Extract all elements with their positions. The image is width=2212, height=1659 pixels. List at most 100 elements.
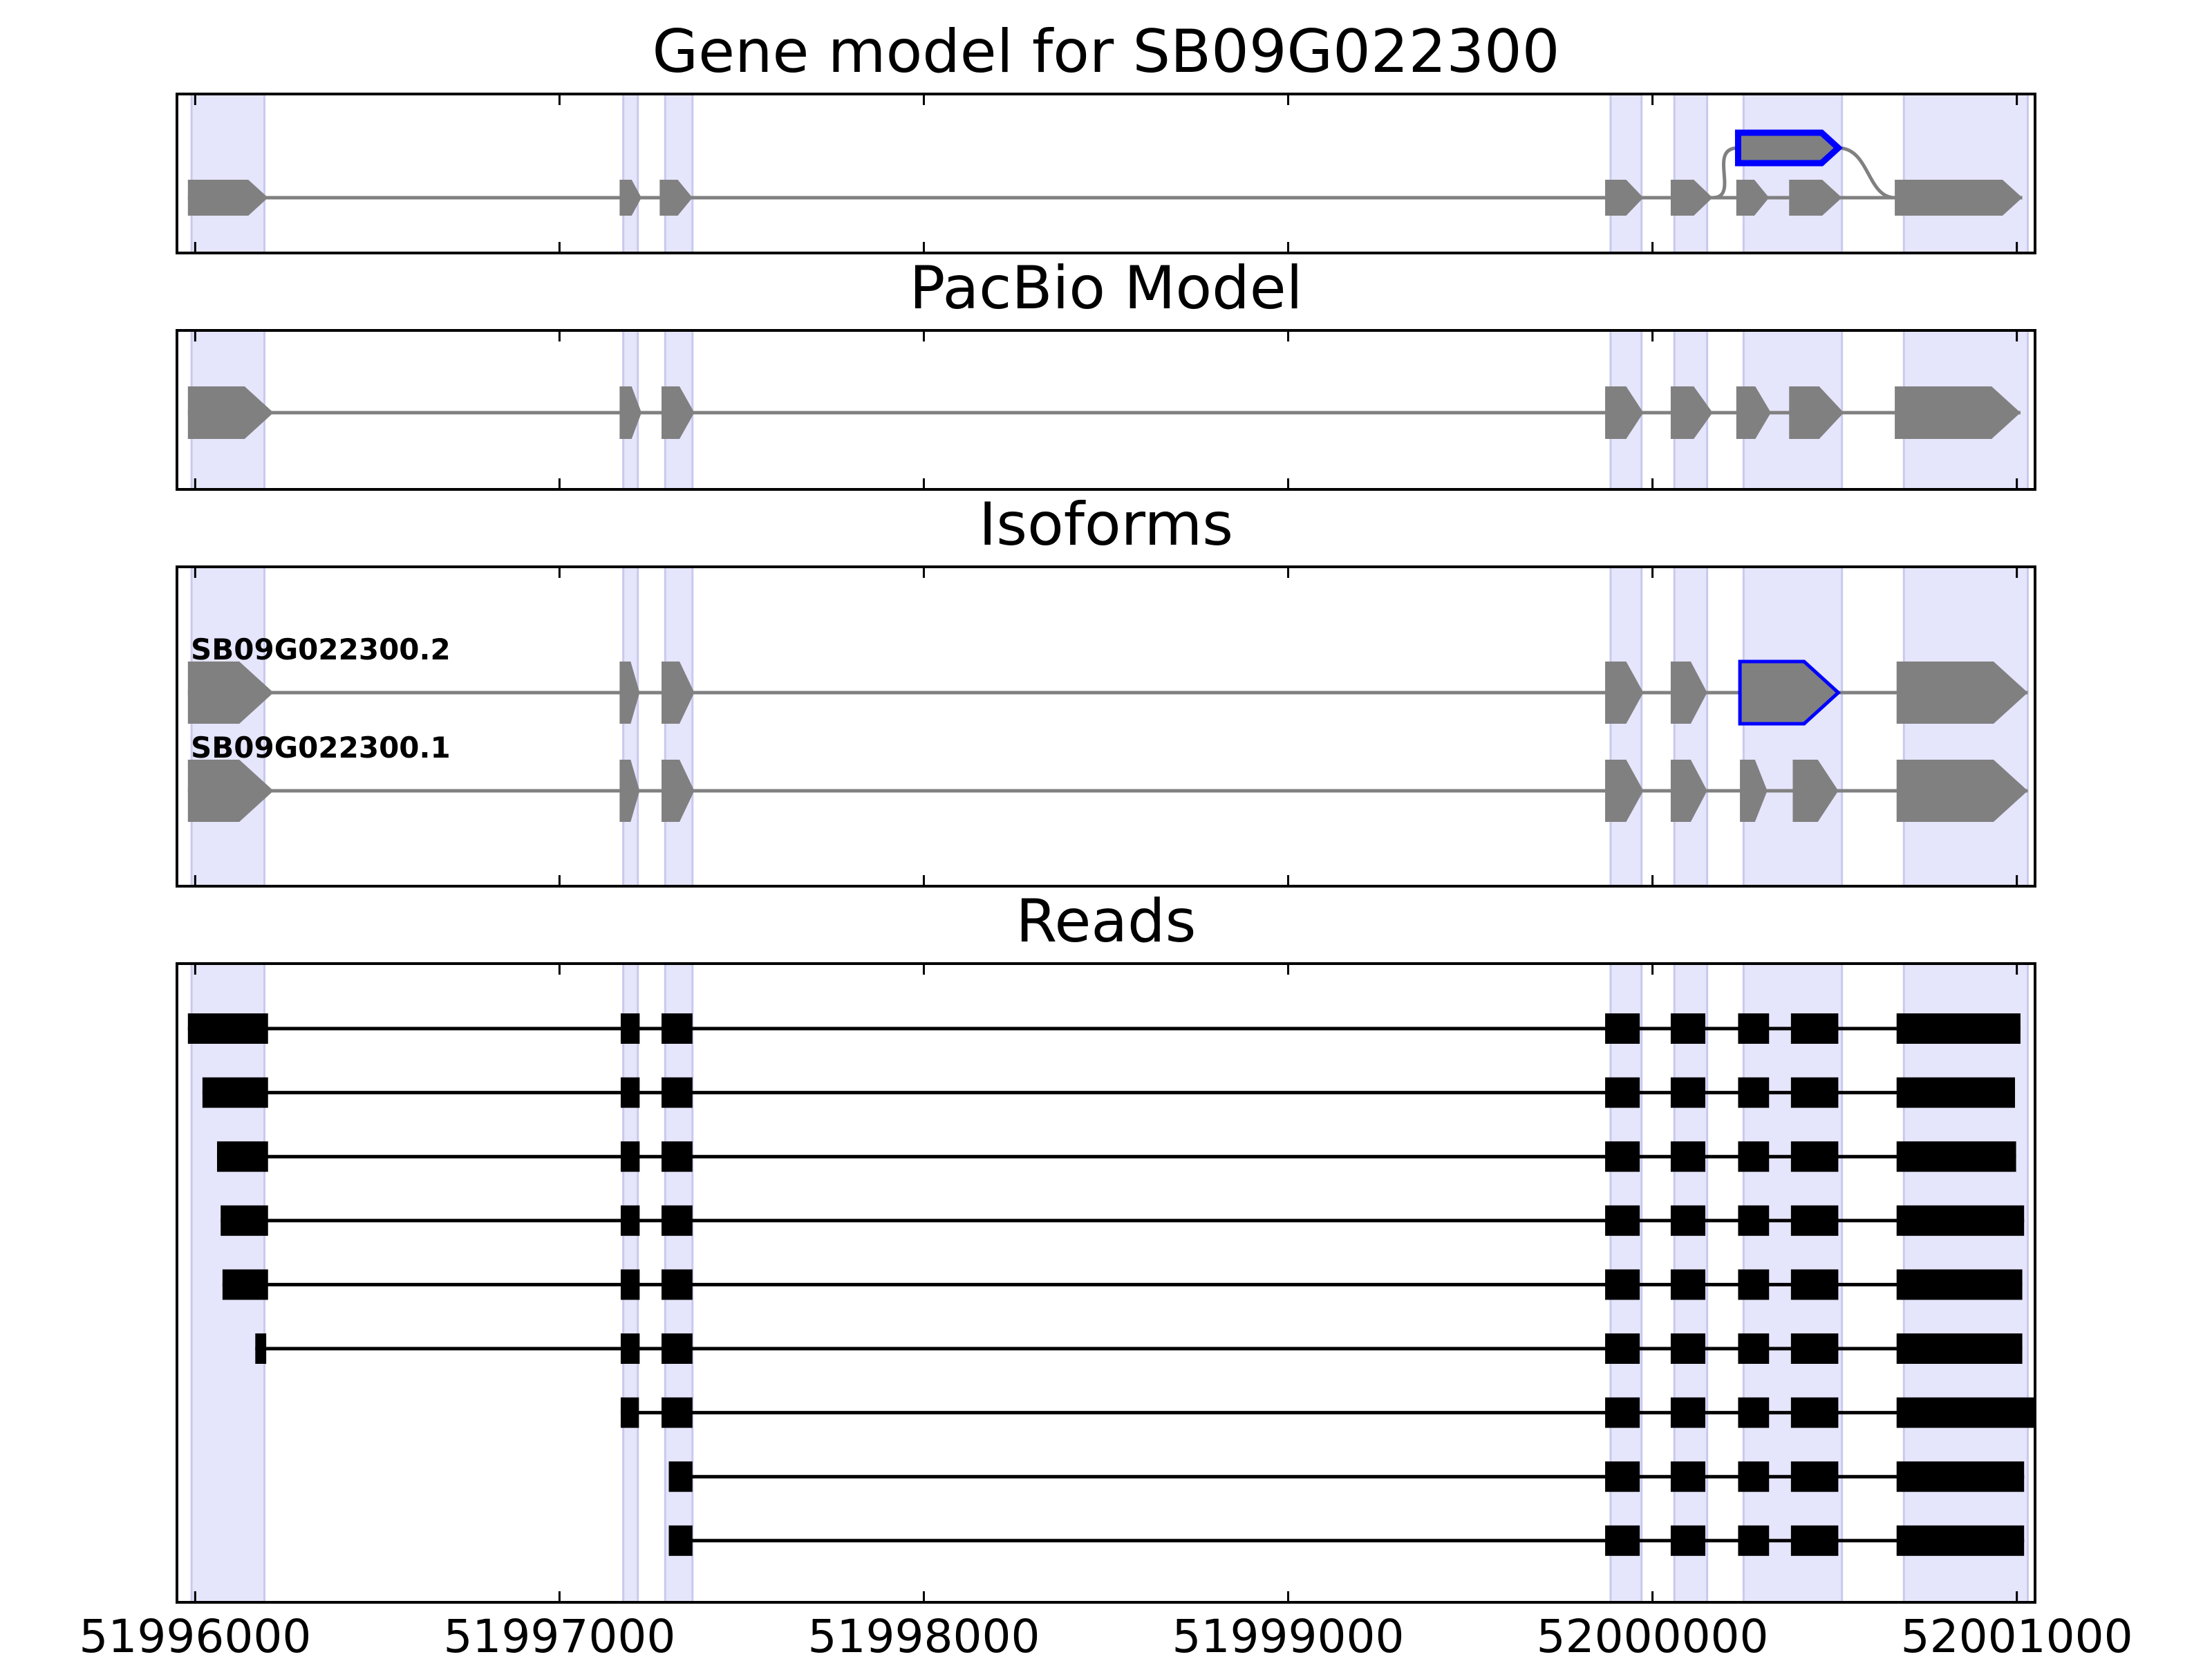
read-block-1: [620, 1397, 639, 1428]
read-block-2: [620, 1141, 640, 1172]
gene-model-panel: Gene model for SB09G022300: [176, 17, 2036, 254]
panel-frame: [176, 93, 2036, 254]
exon-5: [1670, 760, 1707, 822]
read-block-3: [661, 1141, 693, 1172]
panel-frame: [176, 962, 2036, 1604]
x-tick-label: 51996000: [79, 1610, 311, 1659]
exon-3: [661, 662, 695, 724]
read-block-6: [1738, 1269, 1770, 1300]
highlight-region-6: [1742, 93, 1844, 254]
read-block-4: [1605, 1205, 1640, 1236]
exon-6-selected: [1738, 659, 1841, 726]
x-tick-label: 51999000: [1172, 1610, 1405, 1659]
exon-8: [1895, 180, 2023, 216]
read-block-4: [1670, 1397, 1706, 1428]
highlight-region-4: [1609, 565, 1643, 888]
read-block-1: [222, 1269, 268, 1300]
read-block-2: [1605, 1461, 1640, 1492]
read-block-1: [202, 1077, 268, 1108]
x-axis: 51996000 51997000 51998000 51999000 52000000…: [79, 1610, 2133, 1659]
exon-1: [187, 760, 274, 822]
read-block-6: [1738, 1333, 1770, 1364]
read-block-1: [668, 1461, 693, 1492]
read-block-7: [1790, 1077, 1839, 1108]
highlight-region-3: [664, 565, 694, 888]
isoform-label: SB09G022300.1: [191, 731, 451, 765]
exon-1: [187, 662, 274, 724]
read-8: [668, 1461, 2025, 1492]
exon-3: [661, 386, 695, 439]
read-9: [668, 1525, 2025, 1556]
gene-model-title: Gene model for SB09G022300: [653, 17, 1560, 86]
read-block-2: [620, 1013, 640, 1044]
read-block-2: [620, 1269, 640, 1300]
read-block-5: [1670, 1333, 1706, 1364]
isoform-label: SB09G022300.2: [191, 632, 451, 666]
read-block-8: [1896, 1333, 2023, 1364]
exon-2: [619, 662, 640, 724]
read-5: [222, 1269, 2023, 1300]
read-block-4: [1605, 1077, 1640, 1108]
exon-4: [1605, 760, 1644, 822]
read-block-4: [1605, 1269, 1640, 1300]
read-block-6: [1738, 1077, 1770, 1108]
read-block-4: [1738, 1461, 1770, 1492]
read-block-4: [1738, 1525, 1770, 1556]
exon-8: [1895, 386, 2021, 439]
read-block-7: [1790, 1333, 1839, 1364]
exon-4: [1605, 386, 1644, 439]
exon-2: [619, 386, 641, 439]
exon-1: [187, 386, 274, 439]
read-block-4: [1605, 1333, 1640, 1364]
isoform-1: SB09G022300.2: [187, 632, 2028, 726]
exon-5: [1670, 180, 1713, 216]
isoforms-title: Isoforms: [979, 490, 1233, 559]
read-block-7: [1790, 1141, 1839, 1172]
panel-frame: [176, 329, 2036, 491]
read-block-7: [1790, 1205, 1839, 1236]
highlight-region-4: [1609, 93, 1643, 254]
exon-8: [1896, 760, 2028, 822]
read-block-8: [1896, 1205, 2025, 1236]
exon-3: [661, 760, 695, 822]
panel-features: [187, 129, 2023, 216]
read-block-3: [661, 1333, 693, 1364]
read-block-8: [1896, 1013, 2021, 1044]
read-block-8: [1896, 1077, 2016, 1108]
read-block-6: [1738, 1013, 1770, 1044]
read-block-3: [661, 1269, 693, 1300]
highlight-region-5: [1673, 565, 1709, 888]
highlight-regions: [190, 565, 2029, 888]
panel-frame: [176, 565, 2036, 888]
pacbio-model-panel: PacBio Model: [176, 254, 2036, 491]
highlight-region-1: [190, 565, 265, 888]
read-block-3: [1605, 1397, 1640, 1428]
exon-7: [1789, 180, 1842, 216]
read-block-3: [1670, 1461, 1706, 1492]
exon-7: [1792, 760, 1839, 822]
read-block-1: [187, 1013, 268, 1044]
exon-7: [1789, 386, 1844, 439]
x-tick-label: 51998000: [808, 1610, 1040, 1659]
alternative-exon-selected: [1734, 129, 1844, 167]
exon-2: [619, 180, 641, 216]
read-block-5: [1670, 1141, 1706, 1172]
read-block-6: [1790, 1397, 1839, 1428]
read-block-5: [1670, 1077, 1706, 1108]
read-block-2: [620, 1077, 640, 1108]
read-7: [620, 1397, 2035, 1428]
exon-6: [1736, 386, 1771, 439]
read-block-2: [620, 1333, 640, 1364]
x-tick-label: 51997000: [443, 1610, 675, 1659]
read-block-8: [1896, 1141, 2016, 1172]
read-block-1: [216, 1141, 268, 1172]
panel-features: SB09G022300.2 SB09G022300.1: [187, 632, 2028, 822]
highlight-region-7: [1902, 565, 2029, 888]
pacbio-model-title: PacBio Model: [909, 254, 1302, 323]
exon-2: [619, 760, 640, 822]
read-block-6: [1738, 1141, 1770, 1172]
read-1: [187, 1013, 2021, 1044]
read-3: [216, 1141, 2016, 1172]
read-4: [221, 1205, 2025, 1236]
read-block-5: [1670, 1013, 1706, 1044]
